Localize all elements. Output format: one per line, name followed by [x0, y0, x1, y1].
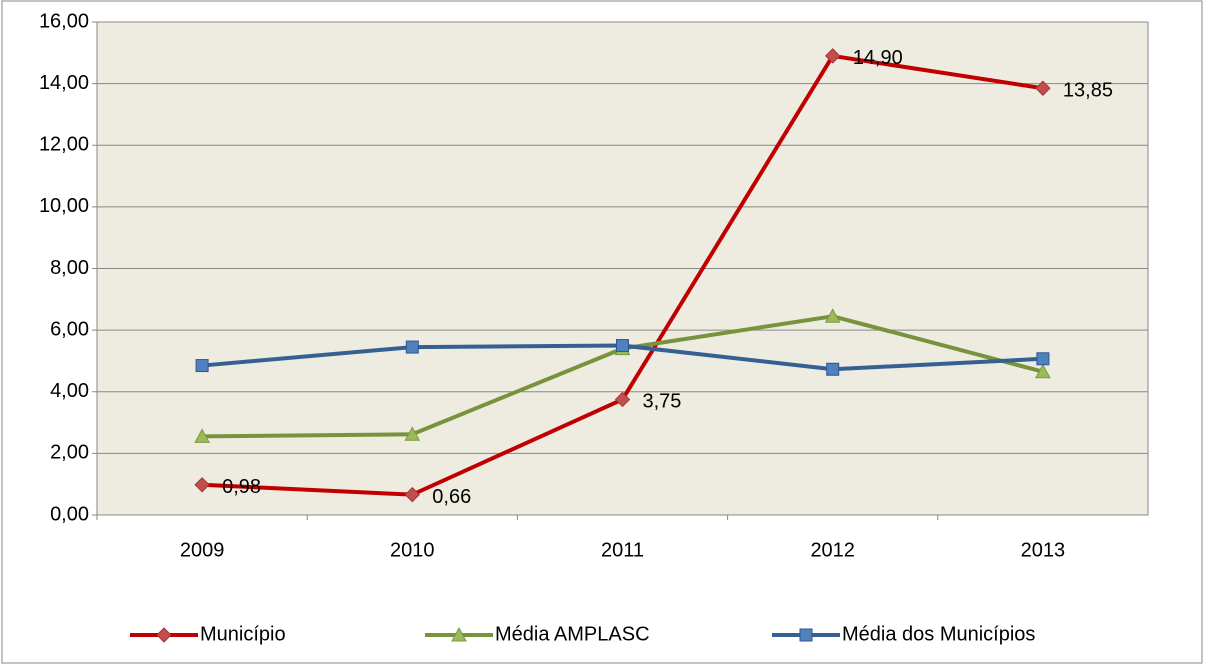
x-tick-label: 2012 [810, 539, 855, 561]
x-tick-label: 2013 [1021, 539, 1066, 561]
marker [614, 391, 631, 408]
y-tick-label: 0,00 [50, 503, 89, 525]
y-tick-label: 2,00 [50, 442, 89, 464]
y-tick-label: 8,00 [50, 257, 89, 279]
legend-label: Município [200, 623, 286, 645]
marker [824, 48, 841, 64]
marker [1036, 352, 1050, 366]
data-label: 3,75 [643, 391, 682, 413]
legend-marker [799, 628, 813, 642]
marker [404, 426, 421, 441]
y-tick-label: 6,00 [50, 318, 89, 340]
x-tick-label: 2011 [601, 539, 644, 561]
marker [194, 428, 210, 443]
marker [195, 359, 209, 373]
legend-marker [451, 626, 467, 642]
marker [1035, 363, 1051, 379]
y-tick-label: 10,00 [39, 195, 89, 217]
y-tick-label: 14,00 [39, 72, 89, 94]
data-label: 0,66 [432, 486, 471, 508]
data-label: 0,98 [222, 476, 261, 498]
marker [826, 362, 840, 376]
y-tick-label: 16,00 [39, 10, 89, 32]
y-tick-label: 12,00 [39, 134, 89, 156]
marker [405, 340, 419, 354]
marker [616, 339, 629, 353]
marker [404, 486, 421, 503]
legend-label: Média AMPLASC [495, 623, 650, 645]
marker [194, 477, 210, 493]
y-tick-label: 4,00 [50, 380, 89, 402]
legend-marker [156, 627, 172, 643]
x-tick-label: 2010 [390, 539, 435, 561]
x-tick-label: 2009 [180, 539, 225, 561]
marker [824, 308, 841, 323]
data-label: 14,90 [853, 47, 903, 69]
marker [1035, 80, 1051, 96]
data-label: 13,85 [1063, 80, 1113, 102]
legend-label: Média dos Municípios [842, 623, 1035, 645]
